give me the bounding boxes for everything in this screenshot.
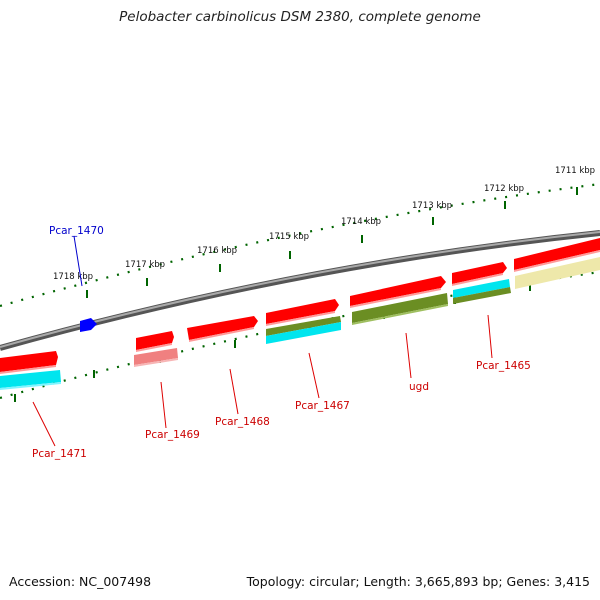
gene-pcar-1470[interactable] (80, 318, 97, 332)
track-khaki-1 (515, 257, 600, 289)
gene-block-red-7[interactable] (136, 331, 174, 350)
label-pcar-1471[interactable]: Pcar_1471 (32, 448, 87, 460)
outer-scale-ring (0, 182, 600, 308)
scale-label-1714: 1714 kbp (341, 217, 381, 227)
scale-label-1713: 1713 kbp (412, 201, 452, 211)
label-pcar-1470[interactable]: Pcar_1470 (49, 225, 104, 237)
gene-block-red-6[interactable] (0, 351, 58, 372)
scale-label-1711: 1711 kbp (555, 166, 595, 176)
map-title: Pelobacter carbinolicus DSM 2380, comple… (119, 9, 481, 25)
outer-major-ticks (86, 187, 578, 298)
label-pcar-1468[interactable]: Pcar_1468 (215, 416, 270, 428)
genome-stats-label: Topology: circular; Length: 3,665,893 bp… (246, 574, 590, 589)
track-olive-3 (453, 287, 511, 304)
scale-labels: 1718 kbp 1717 kbp 1716 kbp 1715 kbp 1714… (53, 166, 595, 282)
gene-block-red-3[interactable] (350, 276, 446, 306)
label-ugd[interactable]: ugd (409, 381, 429, 393)
label-pcar-1465[interactable]: Pcar_1465 (476, 360, 531, 372)
gene-block-red-2[interactable] (266, 299, 339, 324)
gene-block-red-5[interactable] (514, 238, 600, 270)
accession-label: Accession: NC_007498 (9, 574, 152, 589)
gene-labels: Pcar_1470 Pcar_1471 Pcar_1469 Pcar_1468 … (32, 225, 531, 460)
gene-block-red-1[interactable] (187, 316, 258, 340)
scale-label-1717: 1717 kbp (125, 260, 165, 270)
reverse-cds-features (0, 331, 174, 374)
label-pcar-1469[interactable]: Pcar_1469 (145, 429, 200, 441)
scale-label-1718: 1718 kbp (53, 272, 93, 282)
track-pink-1 (134, 348, 178, 365)
track-olive-1 (266, 316, 341, 336)
forward-cds-features (187, 238, 600, 342)
scale-label-1712: 1712 kbp (484, 184, 524, 194)
label-leaders (32, 235, 493, 447)
gene-block-red-4[interactable] (452, 262, 507, 284)
track-cyan-3 (453, 279, 510, 298)
scale-label-1716: 1716 kbp (197, 246, 237, 256)
track-olive-2 (352, 293, 448, 323)
scale-label-1715: 1715 kbp (269, 232, 309, 242)
label-pcar-1467[interactable]: Pcar_1467 (295, 400, 350, 412)
annotation-tracks (0, 257, 600, 390)
track-cyan-2 (266, 322, 341, 344)
